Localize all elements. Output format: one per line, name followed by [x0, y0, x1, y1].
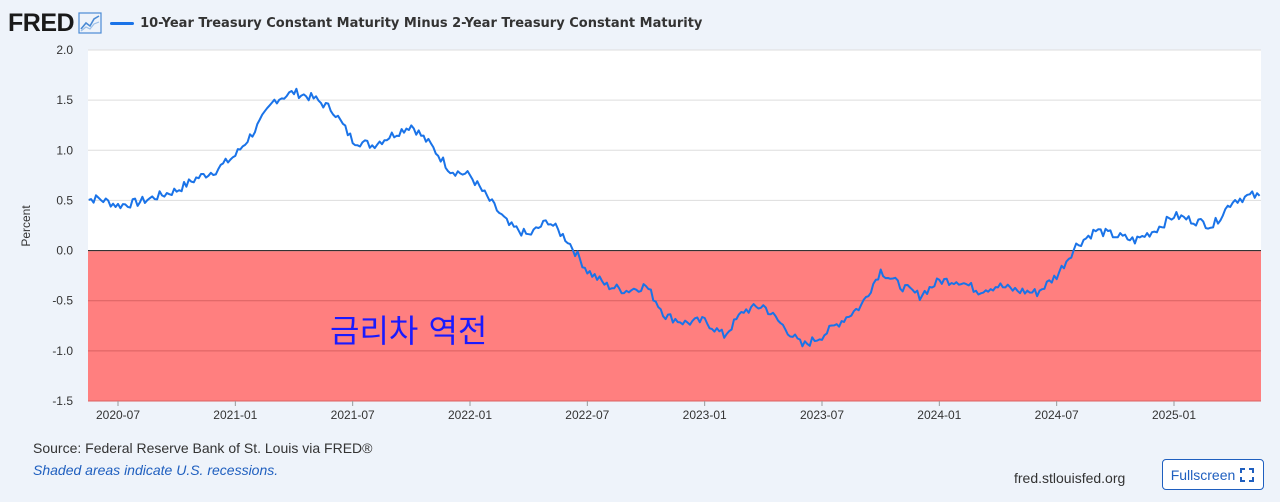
- y-tick-label: 1.0: [56, 143, 73, 157]
- x-tick-label: 2023-07: [800, 408, 844, 422]
- fullscreen-button[interactable]: Fullscreen: [1162, 459, 1264, 490]
- y-tick-label: 0.0: [56, 244, 73, 258]
- series-title: 10-Year Treasury Constant Maturity Minus…: [140, 15, 703, 31]
- x-tick-label: 2024-01: [917, 408, 961, 422]
- site-url[interactable]: fred.stlouisfed.org: [1014, 470, 1126, 486]
- y-tick-label: 2.0: [56, 43, 73, 57]
- x-tick-label: 2021-07: [331, 408, 375, 422]
- y-tick-label: -0.5: [52, 294, 73, 308]
- y-axis-label: Percent: [19, 205, 33, 247]
- source-text: Source: Federal Reserve Bank of St. Loui…: [33, 440, 373, 456]
- x-tick-label: 2022-07: [565, 408, 609, 422]
- x-tick-label: 2025-01: [1152, 408, 1196, 422]
- y-tick-label: -1.5: [52, 394, 73, 408]
- fullscreen-label: Fullscreen: [1170, 466, 1236, 483]
- x-tick-label: 2021-01: [213, 408, 257, 422]
- x-tick-label: 2023-01: [683, 408, 727, 422]
- legend-swatch: [110, 21, 135, 25]
- grid-lines: [88, 49, 1261, 402]
- inversion-annotation: 금리차 역전: [330, 312, 487, 350]
- x-tick-label: 2020-07: [96, 408, 140, 422]
- x-axis-ticks: 2020-07 2021-01 2021-07 2022-01 2022-07 2023-…: [96, 401, 1196, 422]
- chart: 2.0 1.5 1.0 0.5 0.0 -0.5 -1.0 -1.5 2020-07 2021-…: [19, 43, 1261, 422]
- x-tick-label: 2022-01: [448, 408, 492, 422]
- line-chart-icon: [78, 12, 102, 34]
- series-line: [88, 87, 1261, 348]
- y-tick-label: 0.5: [56, 193, 73, 207]
- y-tick-label: 1.5: [56, 93, 73, 107]
- expand-icon: [1240, 467, 1255, 482]
- chart-header: FRED 10-Year Treasury Constant Maturity …: [8, 8, 702, 38]
- recession-note: Shaded areas indicate U.S. recessions.: [33, 462, 279, 478]
- inversion-shaded-area: [88, 250, 1261, 401]
- x-tick-label: 2024-07: [1035, 408, 1079, 422]
- y-tick-label: -1.0: [52, 344, 73, 358]
- y-axis-ticks: 2.0 1.5 1.0 0.5 0.0 -0.5 -1.0 -1.5: [52, 43, 73, 408]
- fred-logo[interactable]: FRED: [8, 9, 75, 37]
